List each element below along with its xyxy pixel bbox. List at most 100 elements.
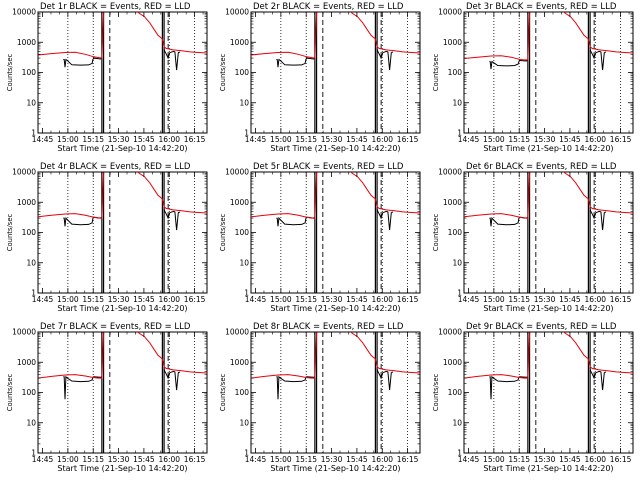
lld-series-line: [38, 12, 207, 59]
y-tick-label: 1000: [443, 38, 462, 47]
y-tick-label: 100: [22, 68, 37, 77]
y-tick-label: 1000: [443, 198, 462, 207]
y-axis-label: Counts/sec: [432, 374, 440, 412]
plot-frame: [463, 171, 634, 294]
y-tick-label: 10: [452, 258, 462, 267]
x-tick-label: 16:15: [610, 295, 632, 304]
panel-title: Det 4r BLACK = Events, RED = LLD: [40, 162, 191, 172]
panel-series: [38, 12, 207, 71]
y-tick-label: 10: [26, 98, 36, 107]
panel-series: [38, 172, 207, 231]
y-tick-label: 100: [22, 388, 37, 397]
x-tick-label: 15:30: [321, 295, 343, 304]
x-tick-label: 15:45: [346, 135, 368, 144]
y-tick-label: 1000: [230, 38, 249, 47]
x-tick-label: 14:45: [245, 295, 267, 304]
x-tick-label: 14:45: [32, 455, 54, 464]
x-tick-label: 16:00: [371, 455, 393, 464]
panel-series: [464, 172, 633, 231]
y-tick-label: 1: [244, 449, 249, 458]
x-tick-label: 16:00: [158, 295, 180, 304]
y-tick-label: 10000: [12, 328, 36, 337]
x-tick-label: 15:45: [559, 295, 581, 304]
plot-frame: [250, 171, 421, 294]
y-axis-label: Counts/sec: [6, 54, 14, 92]
x-tick-label: 15:30: [108, 295, 130, 304]
x-tick-label: 15:15: [82, 135, 104, 144]
y-tick-label: 10: [239, 258, 249, 267]
x-axis-label: Start Time (21-Sep-10 14:42:20): [270, 144, 400, 153]
panel-series: [38, 332, 207, 400]
y-tick-label: 1: [457, 129, 462, 138]
events-series-line: [589, 208, 607, 231]
y-tick-label: 10000: [225, 328, 249, 337]
x-tick-label: 14:45: [245, 135, 267, 144]
events-series-line: [276, 57, 316, 68]
y-tick-label: 10000: [438, 328, 462, 337]
x-tick-label: 15:15: [295, 135, 317, 144]
x-tick-label: 16:00: [158, 455, 180, 464]
y-tick-label: 1000: [17, 358, 36, 367]
x-tick-label: 16:00: [584, 455, 606, 464]
x-tick-label: 14:45: [458, 135, 480, 144]
x-tick-label: 15:00: [483, 135, 505, 144]
panel-title: Det 5r BLACK = Events, RED = LLD: [253, 162, 404, 172]
y-tick-label: 1000: [17, 38, 36, 47]
panel-series: [251, 172, 420, 231]
panel-series: [251, 12, 420, 71]
y-tick-label: 1000: [230, 358, 249, 367]
x-tick-label: 15:30: [534, 135, 556, 144]
lld-series-line: [251, 172, 420, 219]
x-axis-label: Start Time (21-Sep-10 14:42:20): [57, 144, 187, 153]
panel-title: Det 1r BLACK = Events, RED = LLD: [40, 2, 191, 12]
y-tick-label: 10000: [12, 168, 36, 177]
y-axis-label: Counts/sec: [432, 54, 440, 92]
lld-series-line: [251, 12, 420, 59]
x-tick-label: 15:30: [108, 135, 130, 144]
y-axis-label: Counts/sec: [432, 214, 440, 252]
panel-1: Det 1r BLACK = Events, RED = LLD 1 10 100 10…: [6, 2, 208, 153]
panel-2: Det 2r BLACK = Events, RED = LLD 1 10 100 10…: [219, 2, 421, 153]
x-tick-label: 16:00: [584, 295, 606, 304]
x-tick-label: 16:15: [184, 135, 206, 144]
x-tick-label: 14:45: [245, 455, 267, 464]
panel-7: Det 7r BLACK = Events, RED = LLD 1 10 100 10…: [6, 322, 208, 473]
panel-6: Det 6r BLACK = Events, RED = LLD 1 10 100 10…: [432, 162, 634, 313]
x-tick-label: 15:30: [534, 295, 556, 304]
x-tick-label: 15:45: [559, 455, 581, 464]
plot-frame: [463, 11, 634, 134]
panel-8: Det 8r BLACK = Events, RED = LLD 1 10 100 10…: [219, 322, 421, 473]
events-series-line: [276, 216, 316, 227]
x-axis-label: Start Time (21-Sep-10 14:42:20): [483, 464, 613, 473]
y-tick-label: 10: [239, 98, 249, 107]
events-series-line: [376, 208, 394, 231]
events-series-line: [589, 368, 607, 391]
y-tick-label: 1: [31, 129, 36, 138]
x-tick-label: 15:45: [346, 295, 368, 304]
x-tick-label: 15:00: [483, 455, 505, 464]
x-tick-label: 15:00: [270, 295, 292, 304]
plot-frame: [37, 171, 208, 294]
y-tick-label: 10: [452, 418, 462, 427]
x-tick-label: 16:15: [610, 455, 632, 464]
y-tick-label: 10: [452, 98, 462, 107]
y-tick-label: 10: [239, 418, 249, 427]
y-tick-label: 100: [235, 388, 250, 397]
y-axis-label: Counts/sec: [6, 374, 14, 412]
lld-series-line: [464, 172, 633, 219]
panel-title: Det 8r BLACK = Events, RED = LLD: [253, 322, 404, 332]
x-tick-label: 14:45: [458, 295, 480, 304]
y-tick-label: 1: [31, 289, 36, 298]
lld-series-line: [251, 332, 420, 379]
x-axis-label: Start Time (21-Sep-10 14:42:20): [57, 464, 187, 473]
events-series-line: [163, 368, 181, 391]
y-tick-label: 10000: [225, 168, 249, 177]
x-tick-label: 15:15: [508, 455, 530, 464]
lld-series-line: [464, 332, 633, 379]
lld-series-line: [38, 172, 207, 219]
events-series-line: [376, 48, 394, 71]
panel-title: Det 6r BLACK = Events, RED = LLD: [466, 162, 617, 172]
y-tick-label: 10: [26, 258, 36, 267]
y-axis-label: Counts/sec: [6, 214, 14, 252]
